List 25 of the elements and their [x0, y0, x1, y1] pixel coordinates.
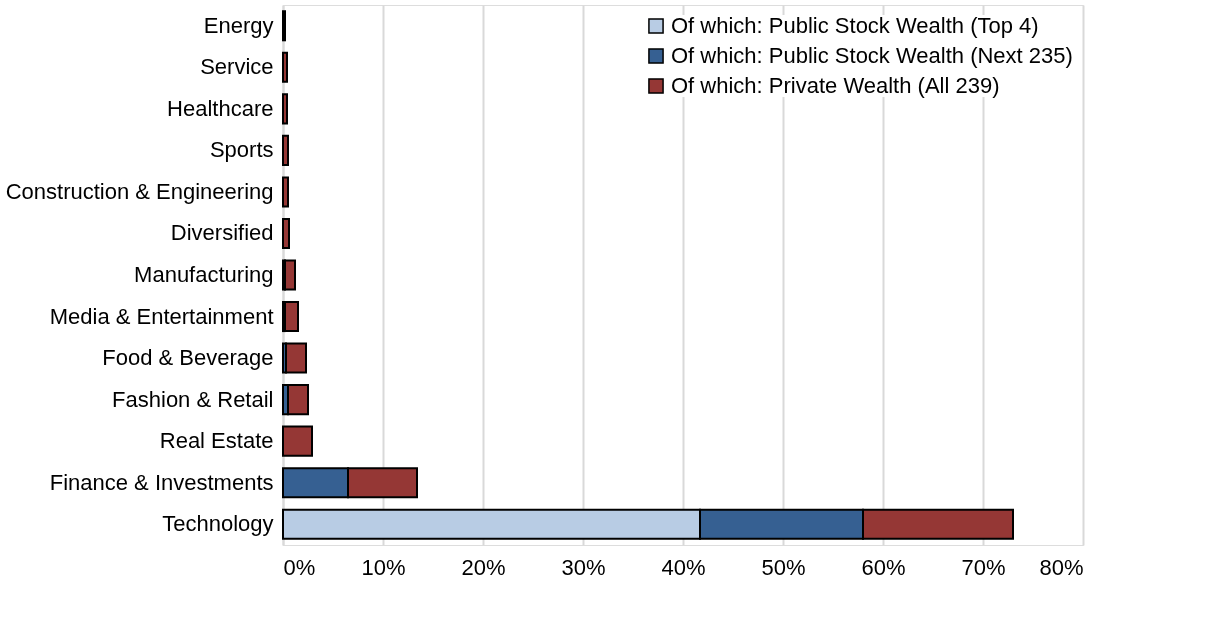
y-tick-label: Sports — [209, 137, 274, 163]
x-tick-label: 50% — [761, 554, 806, 580]
x-tick-label: 0% — [283, 554, 316, 580]
x-tick-label: 70% — [961, 554, 1006, 580]
y-tick-label: Real Estate — [159, 428, 274, 454]
legend-label: Of which: Private Wealth (All 239) — [671, 73, 1000, 98]
x-tick-label: 10% — [361, 554, 406, 580]
y-tick-label: Media & Entertainment — [49, 303, 274, 329]
legend-label: Of which: Public Stock Wealth (Next 235) — [671, 43, 1073, 68]
x-tick-label: 40% — [661, 554, 706, 580]
y-tick-label: Fashion & Retail — [112, 386, 274, 412]
y-tick-label: Construction & Engineering — [5, 178, 274, 204]
y-tick-label: Diversified — [170, 220, 274, 246]
x-tick-label: 80% — [1039, 554, 1084, 580]
y-tick-label: Energy — [203, 12, 274, 38]
y-tick-label: Technology — [162, 511, 274, 537]
y-tick-label: Service — [200, 54, 274, 80]
x-tick-label: 20% — [461, 554, 506, 580]
x-tick-label: 60% — [861, 554, 906, 580]
y-tick-label: Finance & Investments — [49, 469, 274, 495]
y-tick-label: Manufacturing — [134, 262, 274, 287]
y-tick-label: Food & Beverage — [102, 345, 274, 371]
x-tick-label: 30% — [561, 554, 606, 580]
y-tick-label: Healthcare — [167, 95, 274, 121]
legend-label: Of which: Public Stock Wealth (Top 4) — [671, 13, 1039, 38]
